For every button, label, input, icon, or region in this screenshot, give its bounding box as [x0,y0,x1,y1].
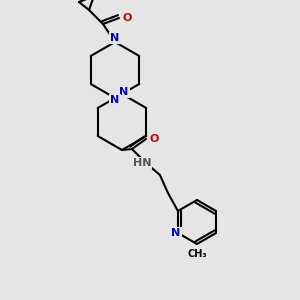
Text: N: N [119,87,129,97]
Text: N: N [110,95,120,105]
Text: N: N [171,228,181,238]
Text: O: O [149,134,159,144]
Text: HN: HN [133,158,151,168]
Text: O: O [122,13,132,23]
Text: CH₃: CH₃ [187,249,207,259]
Text: N: N [110,33,120,43]
